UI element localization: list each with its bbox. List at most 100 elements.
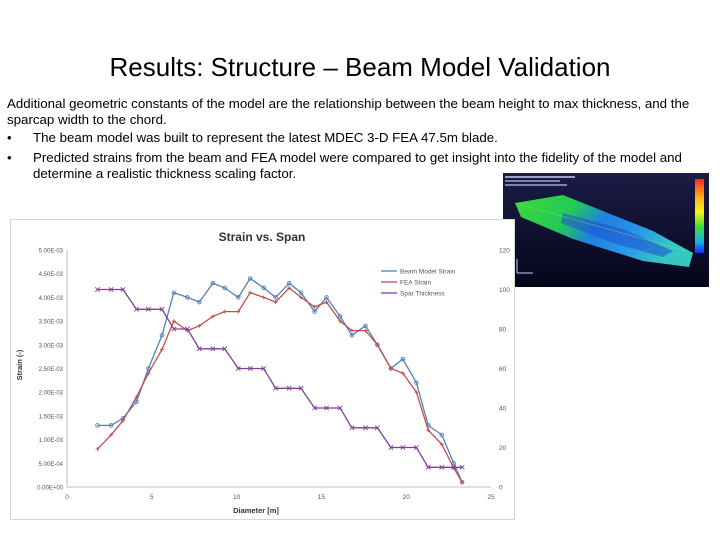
y2-tick-label: 60 bbox=[499, 366, 507, 373]
data-point bbox=[273, 300, 278, 305]
data-point bbox=[459, 464, 465, 470]
chart-canvas: Strain vs. Span 0.00E+00 5.00E-04 1.00E-03… bbox=[15, 230, 510, 515]
data-point bbox=[184, 326, 190, 332]
data-point bbox=[171, 326, 177, 332]
data-point bbox=[363, 323, 368, 329]
series-line bbox=[97, 288, 463, 468]
data-point bbox=[312, 304, 317, 309]
bullet-item: • The beam model was built to represent … bbox=[7, 130, 707, 146]
data-point bbox=[287, 285, 292, 290]
data-point bbox=[363, 328, 368, 333]
y-tick-label: 0.00E+00 bbox=[37, 486, 64, 492]
data-point bbox=[439, 464, 445, 470]
data-point bbox=[324, 295, 329, 300]
data-point bbox=[248, 290, 253, 295]
data-point bbox=[247, 365, 253, 372]
data-point bbox=[337, 314, 343, 319]
data-point bbox=[299, 295, 304, 300]
x-tick-label: 25 bbox=[487, 494, 495, 501]
y-tick-label: 4.50E-03 bbox=[39, 272, 64, 278]
data-point bbox=[95, 423, 100, 428]
data-point bbox=[414, 390, 419, 395]
bullet-mark: • bbox=[7, 150, 12, 165]
legend-label: Spar Thickness bbox=[400, 291, 445, 298]
bullet-text: Predicted strains from the beam and FEA … bbox=[33, 150, 682, 181]
series-line bbox=[97, 287, 463, 483]
y-tick-label: 4.00E-03 bbox=[39, 296, 64, 302]
data-point bbox=[425, 464, 431, 470]
data-point bbox=[375, 342, 380, 347]
intro-paragraph: Additional geometric constants of the mo… bbox=[7, 96, 690, 127]
data-point bbox=[298, 385, 304, 391]
legend-label: Beam Model Strain bbox=[400, 269, 456, 276]
x-tick-label: 10 bbox=[233, 494, 241, 501]
data-point bbox=[362, 425, 369, 431]
y2-tick-label: 40 bbox=[499, 406, 507, 413]
data-point bbox=[439, 442, 444, 447]
data-point bbox=[134, 306, 140, 312]
data-point bbox=[273, 295, 278, 300]
chart-legend: Beam Model Strain FEA Strain Spar Thicknes… bbox=[381, 269, 456, 298]
data-point bbox=[185, 295, 190, 300]
data-point bbox=[388, 444, 394, 451]
fea-contour-graphic bbox=[503, 173, 709, 287]
data-point bbox=[247, 276, 253, 281]
data-point bbox=[388, 366, 393, 371]
data-point bbox=[120, 286, 126, 293]
data-point bbox=[146, 371, 151, 376]
data-point bbox=[210, 280, 216, 286]
data-point bbox=[159, 333, 165, 338]
y-tick-label: 1.00E-03 bbox=[39, 438, 64, 444]
data-point bbox=[171, 319, 176, 324]
data-point bbox=[349, 333, 355, 338]
data-point bbox=[439, 432, 445, 438]
data-point bbox=[400, 444, 406, 451]
x-tick-label: 15 bbox=[318, 494, 326, 501]
data-point bbox=[134, 399, 139, 404]
data-point bbox=[235, 365, 241, 372]
bullet-text: The beam model was built to represent th… bbox=[33, 130, 498, 145]
data-point bbox=[210, 346, 216, 352]
fea-blade-contour-image bbox=[503, 173, 709, 287]
y-tick-label: 2.00E-03 bbox=[39, 391, 64, 397]
data-point bbox=[134, 394, 139, 399]
data-point bbox=[261, 365, 267, 372]
data-point bbox=[426, 428, 431, 433]
series-line bbox=[97, 277, 463, 483]
data-point bbox=[109, 432, 114, 437]
data-point bbox=[451, 464, 457, 470]
bullet-mark: • bbox=[7, 130, 12, 145]
y2-tick-label: 20 bbox=[499, 445, 507, 452]
bullet-list: • The beam model was built to represent … bbox=[7, 130, 707, 186]
chart-title: Strain vs. Span bbox=[219, 230, 306, 244]
legend-label: FEA Strain bbox=[400, 280, 431, 287]
x-tick-label: 20 bbox=[403, 494, 411, 501]
data-point bbox=[95, 447, 100, 452]
y-tick-label: 2.50E-03 bbox=[39, 367, 64, 373]
data-point bbox=[236, 309, 241, 314]
data-point bbox=[413, 444, 419, 451]
data-point bbox=[197, 323, 202, 328]
x-tick-label: 5 bbox=[150, 494, 154, 501]
data-point bbox=[108, 423, 114, 428]
data-point bbox=[323, 405, 330, 411]
data-point bbox=[400, 356, 406, 362]
data-point bbox=[261, 285, 266, 291]
ticks-layer: 0.00E+00 5.00E-04 1.00E-03 1.50E-03 2.00E-03… bbox=[37, 248, 510, 502]
data-point bbox=[374, 425, 380, 431]
x-tick-label: 0 bbox=[65, 494, 69, 501]
data-point bbox=[222, 285, 227, 291]
data-point bbox=[286, 385, 292, 391]
series-layer bbox=[95, 276, 465, 485]
x-axis-label: Diameter [m] bbox=[233, 506, 279, 515]
y-tick-label: 3.50E-03 bbox=[39, 320, 64, 326]
data-point bbox=[460, 480, 465, 485]
data-point bbox=[286, 280, 292, 286]
y-tick-label: 5.00E-03 bbox=[39, 249, 64, 255]
data-point bbox=[222, 309, 227, 314]
data-point bbox=[349, 425, 355, 431]
data-point bbox=[196, 346, 202, 352]
strain-vs-span-chart: Strain vs. Span 0.00E+00 5.00E-04 1.00E-03… bbox=[10, 219, 515, 520]
y-tick-label: 1.50E-03 bbox=[39, 414, 64, 420]
data-point bbox=[120, 418, 125, 423]
